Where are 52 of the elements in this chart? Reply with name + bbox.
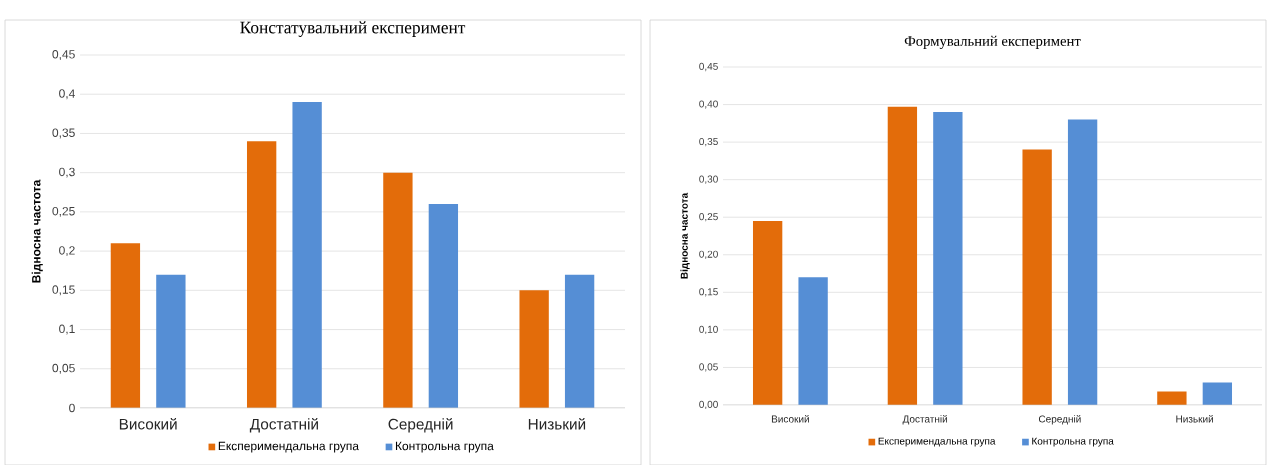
bar xyxy=(156,274,186,408)
bar xyxy=(292,101,322,408)
bar xyxy=(887,106,918,405)
y-tick-label: 0,2 xyxy=(59,245,75,256)
y-tick-label: 0,40 xyxy=(699,100,718,109)
y-tick-label: 0,45 xyxy=(699,62,718,71)
y-tick-label: 0,3 xyxy=(59,167,75,178)
y-tick-label: 0,1 xyxy=(59,324,75,335)
bar xyxy=(564,274,595,408)
y-tick-label: 0,45 xyxy=(52,49,75,60)
y-tick-label: 0,15 xyxy=(699,288,718,297)
chart-title: Формувальний експеримент xyxy=(904,35,1081,49)
y-tick-label: 0,35 xyxy=(699,137,718,147)
bar xyxy=(519,290,549,408)
x-tick-label: Високий xyxy=(119,417,177,430)
x-tick-label: Низький xyxy=(1176,414,1214,423)
y-tick-label: 0,25 xyxy=(699,212,718,222)
bar xyxy=(1202,382,1233,405)
legend-label: Контрольна група xyxy=(395,441,494,453)
y-tick-label: 0,10 xyxy=(699,325,718,334)
bar xyxy=(933,111,963,405)
y-tick-label: 0,05 xyxy=(52,363,75,374)
bar xyxy=(752,220,783,405)
bar xyxy=(383,172,413,408)
legend-label: Експеримендальна група xyxy=(218,441,359,453)
x-tick-label: Достатній xyxy=(249,417,318,433)
x-tick-label: Низький xyxy=(528,417,586,430)
y-tick-label: 0,00 xyxy=(699,400,718,409)
y-tick-label: 0,15 xyxy=(52,285,75,296)
y-tick-label: 0,30 xyxy=(699,175,718,184)
bar xyxy=(1067,119,1098,405)
bar xyxy=(246,141,277,408)
chart-title: Констатувальний експеримент xyxy=(240,21,466,37)
x-tick-label: Середній xyxy=(388,417,453,433)
y-axis-title: Відносна частота xyxy=(31,179,43,283)
y-tick-label: 0,20 xyxy=(699,250,718,259)
legend-label: Експеримендальна група xyxy=(878,437,996,447)
y-tick-label: 0,4 xyxy=(59,89,75,99)
bar xyxy=(1022,149,1052,405)
y-tick-label: 0,35 xyxy=(52,128,75,139)
bar xyxy=(428,203,459,408)
y-axis-title: Відносна частота xyxy=(680,192,690,279)
y-tick-label: 0 xyxy=(69,403,75,413)
x-tick-label: Високий xyxy=(771,414,809,423)
y-tick-label: 0,25 xyxy=(52,206,75,217)
x-tick-label: Достатній xyxy=(902,414,948,425)
y-tick-label: 0,05 xyxy=(699,363,718,372)
legend-label: Контрольна група xyxy=(1032,437,1114,447)
bar xyxy=(798,277,828,405)
bar xyxy=(110,243,141,408)
bar xyxy=(1157,391,1187,405)
x-tick-label: Середній xyxy=(1038,414,1081,425)
